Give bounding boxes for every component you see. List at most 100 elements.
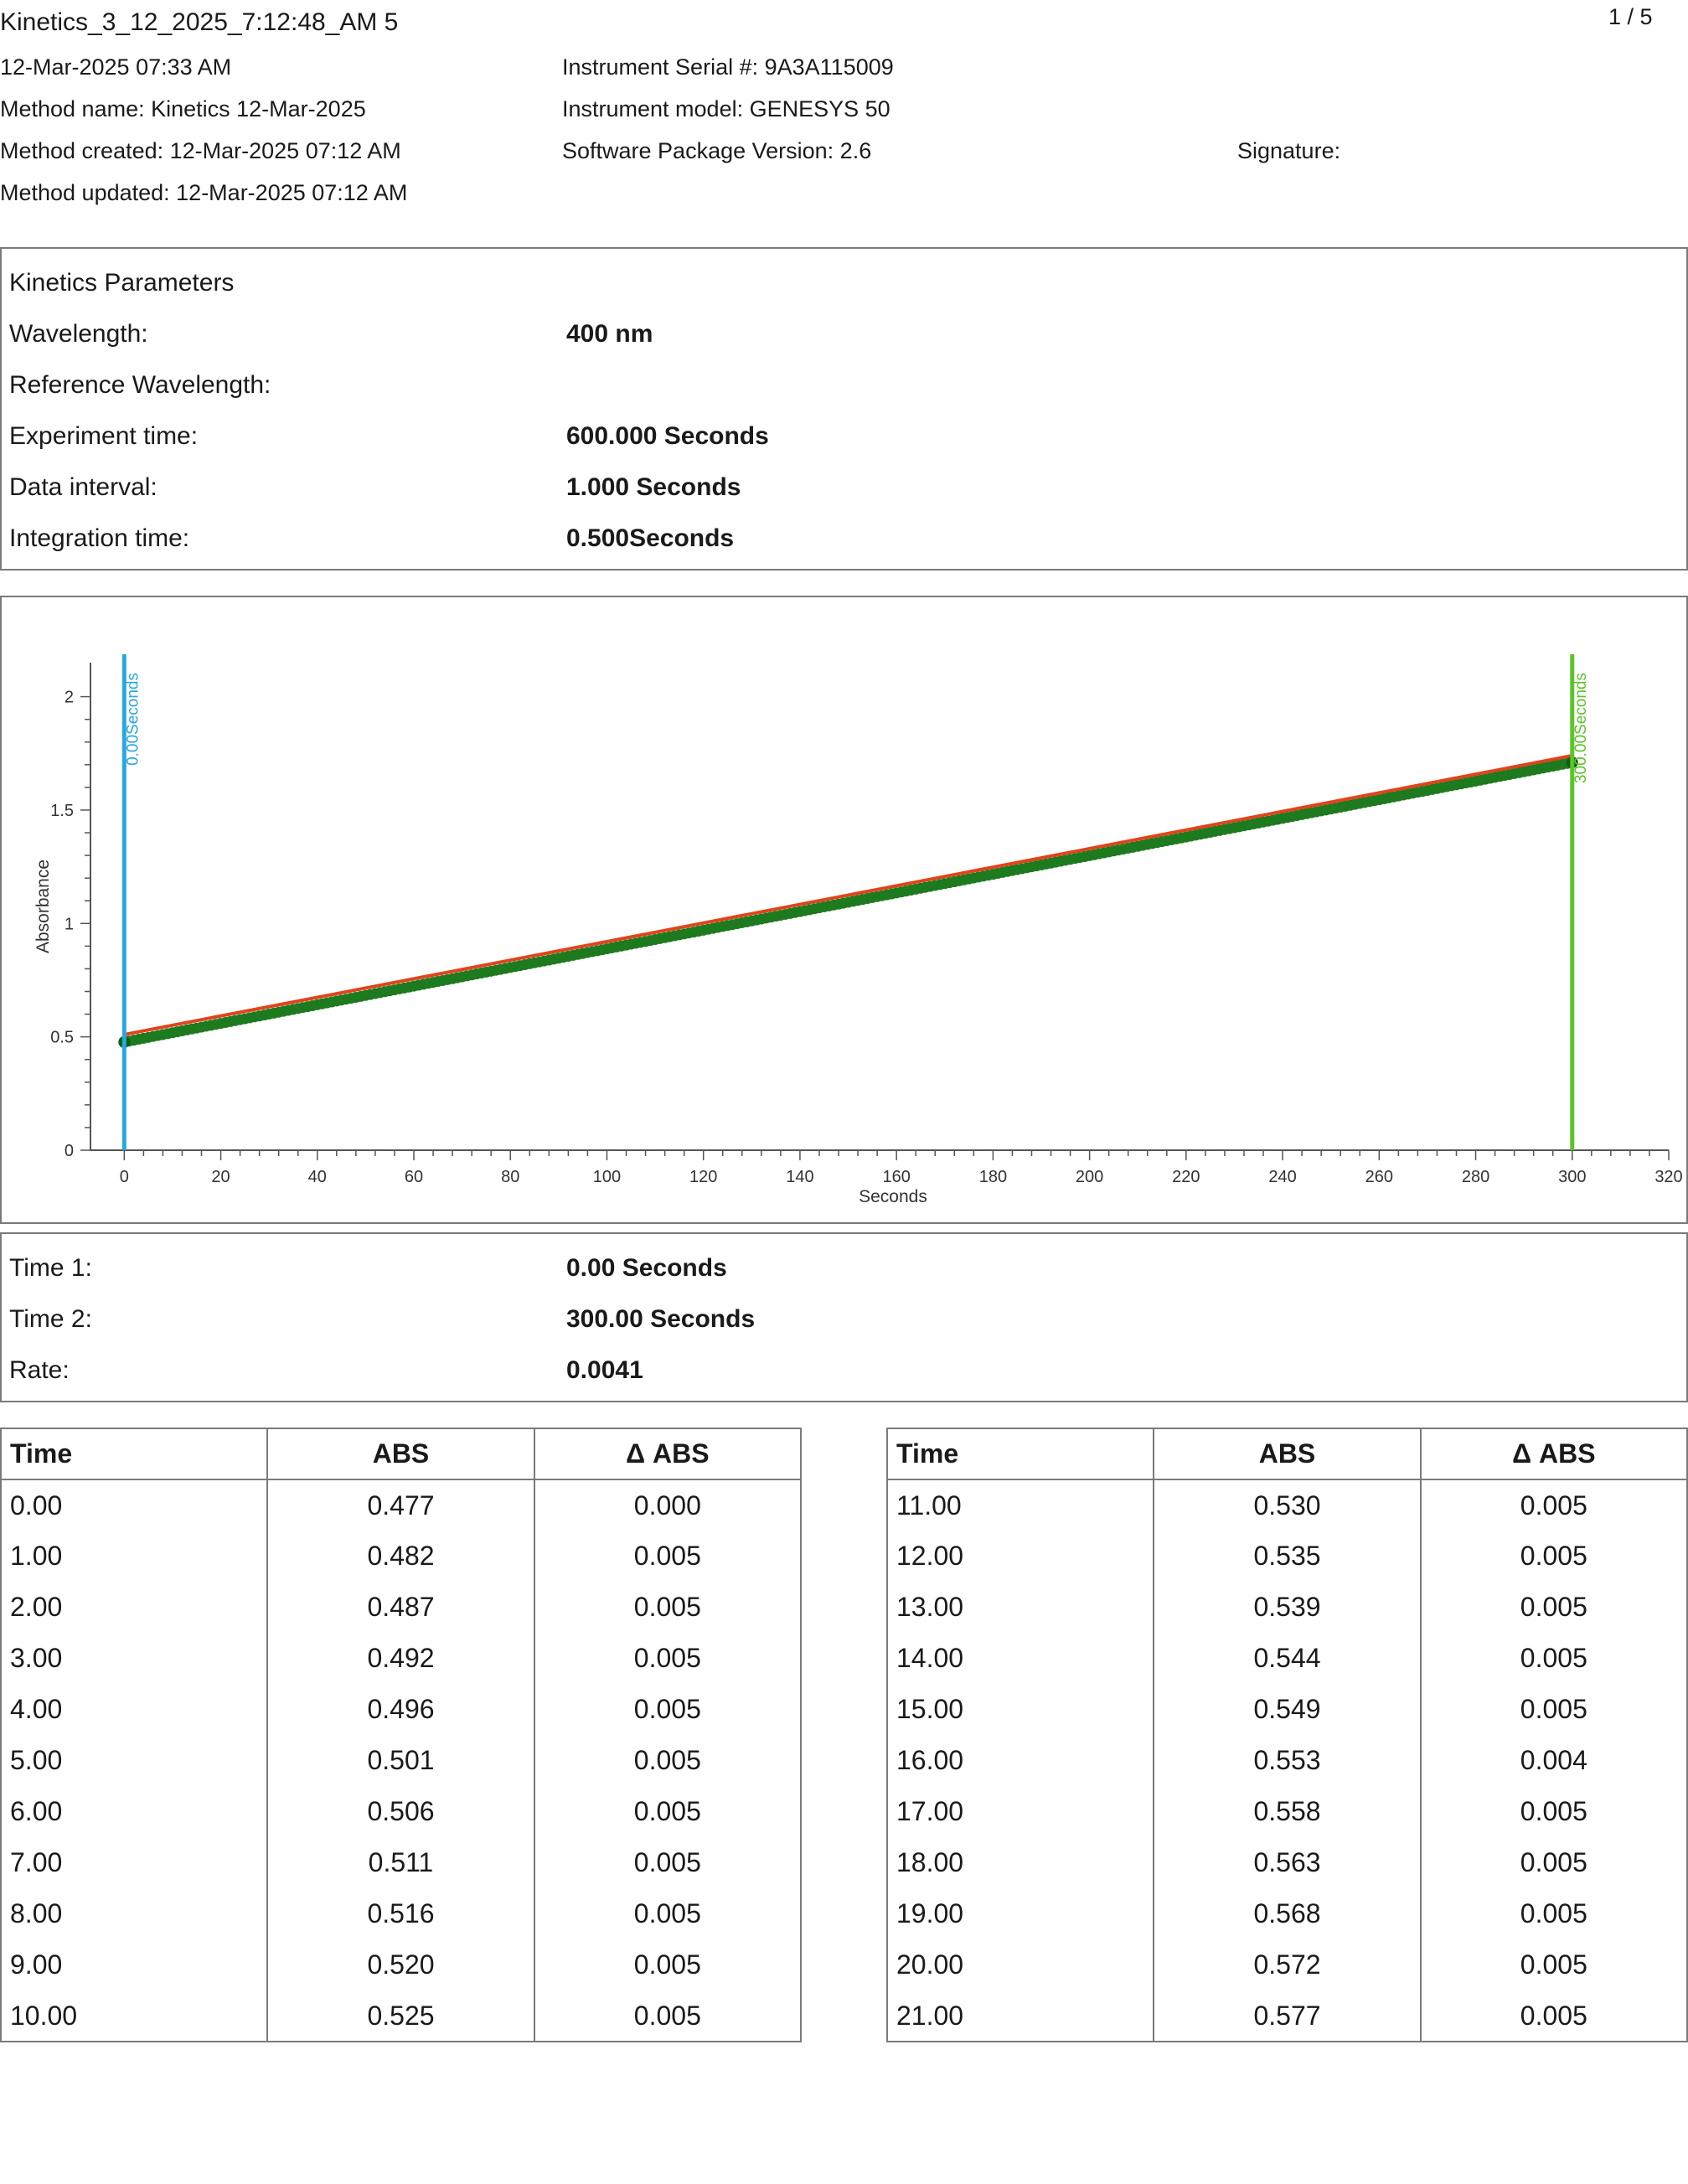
cell-delta-abs: 0.005 xyxy=(1419,1633,1688,1684)
cell-delta-abs: 0.005 xyxy=(533,1531,803,1582)
cell-delta-abs: 0.005 xyxy=(533,1888,803,1939)
marker-label: 0.00Seconds xyxy=(124,673,142,766)
column-header-abs: ABS xyxy=(1153,1428,1422,1480)
cell-abs: 0.482 xyxy=(266,1531,535,1582)
cell-abs: 0.511 xyxy=(266,1837,535,1888)
cell-time: 10.00 xyxy=(0,1990,269,2042)
cell-abs: 0.549 xyxy=(1153,1684,1422,1735)
method-updated: Method updated: 12-Mar-2025 07:12 AM xyxy=(0,180,408,205)
x-tick-label: 240 xyxy=(1268,1168,1296,1186)
table-row: 5.00 0.501 0.005 xyxy=(0,1735,803,1786)
param-label-integration-time: Integration time: xyxy=(9,524,190,552)
cell-delta-abs: 0.005 xyxy=(1419,1888,1688,1939)
table-row: 8.00 0.516 0.005 xyxy=(0,1888,803,1939)
method-created: Method created: 12-Mar-2025 07:12 AM xyxy=(0,138,401,163)
cell-abs: 0.496 xyxy=(266,1684,535,1735)
cell-time: 3.00 xyxy=(0,1633,269,1684)
signature-label: Signature: xyxy=(1237,138,1341,163)
table-row: 9.00 0.520 0.005 xyxy=(0,1939,803,1990)
cell-abs: 0.530 xyxy=(1153,1479,1422,1531)
column-header-time: Time xyxy=(885,1428,1155,1480)
cell-time: 14.00 xyxy=(885,1633,1155,1684)
param-label-experiment-time: Experiment time: xyxy=(9,422,199,450)
param-label-reference-wavelength: Reference Wavelength: xyxy=(9,371,271,399)
table-row: 11.00 0.530 0.005 xyxy=(885,1479,1688,1531)
cell-abs: 0.506 xyxy=(266,1786,535,1837)
table-row: 0.00 0.477 0.000 xyxy=(0,1479,803,1531)
result-label-time-2: Time 2: xyxy=(9,1305,92,1333)
cell-delta-abs: 0.005 xyxy=(1419,1786,1688,1837)
rate-results-panel: Time 1: 0.00 Seconds Time 2: 300.00 Seco… xyxy=(0,1232,1688,1402)
param-value-integration-time: 0.500Seconds xyxy=(566,524,735,552)
result-label-time-1: Time 1: xyxy=(9,1254,92,1282)
page-number: 1 / 5 xyxy=(1608,4,1653,29)
cell-time: 9.00 xyxy=(0,1939,269,1990)
y-tick-label: 0 xyxy=(65,1142,74,1160)
cell-time: 17.00 xyxy=(885,1786,1155,1837)
absorbance-chart[interactable]: 0 20 40 60 80 100 120 140 160 180 200 220 240 260 280 3… xyxy=(2,597,1686,1222)
table-row: 19.00 0.568 0.005 xyxy=(885,1888,1688,1939)
param-label-wavelength: Wavelength: xyxy=(9,320,148,348)
cell-time: 8.00 xyxy=(0,1888,269,1939)
cell-abs: 0.501 xyxy=(266,1735,535,1786)
kinetics-parameters-panel: Kinetics Parameters Wavelength: 400 nm R… xyxy=(0,247,1688,571)
report-datetime: 12-Mar-2025 07:33 AM xyxy=(0,54,232,80)
table-row: 13.00 0.539 0.005 xyxy=(885,1582,1688,1633)
cell-abs: 0.516 xyxy=(266,1888,535,1939)
table-row: 7.00 0.511 0.005 xyxy=(0,1837,803,1888)
cell-time: 0.00 xyxy=(0,1479,269,1531)
result-value-time-1: 0.00 Seconds xyxy=(566,1254,727,1282)
cell-abs: 0.572 xyxy=(1153,1939,1422,1990)
y-tick-label: 1.5 xyxy=(50,802,74,820)
x-tick-label: 80 xyxy=(501,1168,519,1186)
series-data-points xyxy=(118,756,1578,1048)
chart-panel: 0 20 40 60 80 100 120 140 160 180 200 220 240 260 280 3… xyxy=(0,596,1688,1224)
table-row: 10.00 0.525 0.005 xyxy=(0,1990,803,2042)
cell-delta-abs: 0.005 xyxy=(1419,1939,1688,1990)
cell-delta-abs: 0.000 xyxy=(533,1479,803,1531)
cell-time: 16.00 xyxy=(885,1735,1155,1786)
y-tick-label: 2 xyxy=(65,689,74,707)
cell-delta-abs: 0.005 xyxy=(533,1735,803,1786)
cell-time: 7.00 xyxy=(0,1837,269,1888)
cell-abs: 0.525 xyxy=(266,1990,535,2042)
x-tick-label: 220 xyxy=(1172,1168,1200,1186)
table-row: 4.00 0.496 0.005 xyxy=(0,1684,803,1735)
table-row: 1.00 0.482 0.005 xyxy=(0,1531,803,1582)
cell-abs: 0.535 xyxy=(1153,1531,1422,1582)
cell-time: 2.00 xyxy=(0,1582,269,1633)
cell-abs: 0.487 xyxy=(266,1582,535,1633)
cell-delta-abs: 0.005 xyxy=(533,1939,803,1990)
fit-line xyxy=(123,754,1573,1036)
method-name: Method name: Kinetics 12-Mar-2025 xyxy=(0,96,366,121)
cell-delta-abs: 0.005 xyxy=(533,1633,803,1684)
instrument-model: Instrument model: GENESYS 50 xyxy=(562,96,890,121)
table-row: 20.00 0.572 0.005 xyxy=(885,1939,1688,1990)
cell-time: 6.00 xyxy=(0,1786,269,1837)
x-tick-label: 60 xyxy=(405,1168,423,1186)
param-value-wavelength: 400 nm xyxy=(566,320,653,348)
x-tick-label: 120 xyxy=(689,1168,717,1186)
cell-delta-abs: 0.004 xyxy=(1419,1735,1688,1786)
cell-delta-abs: 0.005 xyxy=(1419,1582,1688,1633)
cell-delta-abs: 0.005 xyxy=(533,1684,803,1735)
software-version: Software Package Version: 2.6 xyxy=(562,138,872,163)
x-tick-label: 100 xyxy=(593,1168,621,1186)
param-value-data-interval: 1.000 Seconds xyxy=(566,473,741,501)
cell-time: 19.00 xyxy=(885,1888,1155,1939)
cell-time: 15.00 xyxy=(885,1684,1155,1735)
x-tick-label: 200 xyxy=(1076,1168,1103,1186)
x-tick-label: 300 xyxy=(1558,1168,1586,1186)
result-label-rate: Rate: xyxy=(9,1356,70,1384)
cell-delta-abs: 0.005 xyxy=(533,1837,803,1888)
x-axis-label: Seconds xyxy=(859,1187,927,1206)
result-value-time-2: 300.00 Seconds xyxy=(566,1305,756,1333)
table-row: 17.00 0.558 0.005 xyxy=(885,1786,1688,1837)
cell-time: 21.00 xyxy=(885,1990,1155,2042)
column-header-delta-abs: Δ ABS xyxy=(533,1428,803,1480)
cell-abs: 0.539 xyxy=(1153,1582,1422,1633)
cell-delta-abs: 0.005 xyxy=(1419,1990,1688,2042)
column-header-delta-abs: Δ ABS xyxy=(1419,1428,1688,1480)
cell-delta-abs: 0.005 xyxy=(533,1990,803,2042)
cell-abs: 0.477 xyxy=(266,1479,535,1531)
